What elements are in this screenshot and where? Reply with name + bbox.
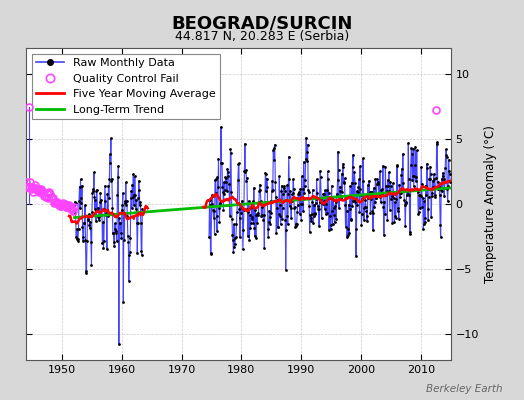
Text: Berkeley Earth: Berkeley Earth	[427, 384, 503, 394]
Text: 44.817 N, 20.283 E (Serbia): 44.817 N, 20.283 E (Serbia)	[175, 30, 349, 43]
Y-axis label: Temperature Anomaly (°C): Temperature Anomaly (°C)	[484, 125, 497, 283]
Text: BEOGRAD/SURCIN: BEOGRAD/SURCIN	[171, 14, 353, 32]
Legend: Raw Monthly Data, Quality Control Fail, Five Year Moving Average, Long-Term Tren: Raw Monthly Data, Quality Control Fail, …	[32, 54, 220, 119]
